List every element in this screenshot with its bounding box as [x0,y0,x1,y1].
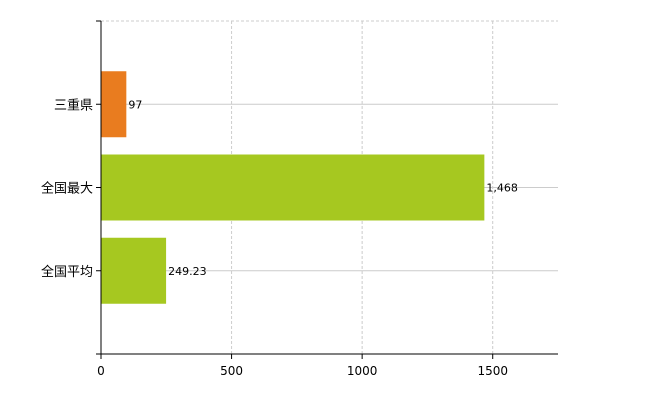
category-label: 全国平均 [41,264,93,280]
bar [101,154,485,221]
x-tick-label: 1000 [347,364,378,378]
data-label: 249.23 [168,265,207,278]
x-tick-label: 0 [97,364,105,378]
x-tick-label: 500 [220,364,243,378]
category-label: 三重県 [54,97,93,113]
category-label: 全国最大 [41,181,93,197]
x-tick-label: 1500 [477,364,508,378]
bar [101,237,167,304]
data-label: 97 [128,98,142,111]
bar [101,71,127,138]
data-label: 1,468 [486,182,518,195]
